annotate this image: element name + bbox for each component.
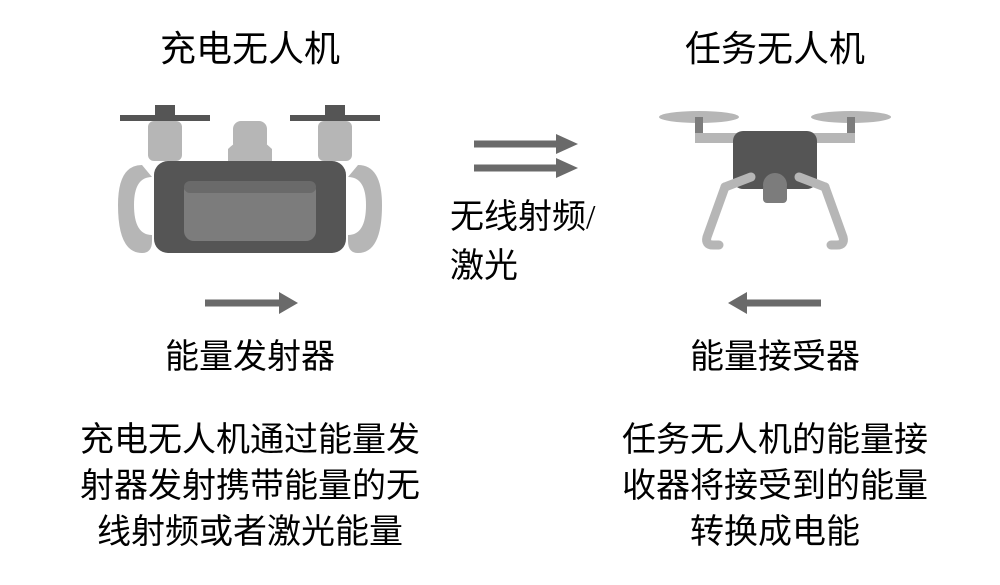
task-drone-icon	[655, 82, 895, 282]
left-desc-line2: 射器发射携带能量的无	[80, 464, 420, 510]
right-title: 任务无人机	[685, 20, 865, 72]
left-sub-label: 能量发射器	[165, 329, 335, 378]
right-sub-label: 能量接受器	[690, 329, 860, 378]
charging-drone-icon	[110, 82, 390, 282]
left-desc-line1: 充电无人机通过能量发	[80, 418, 420, 464]
left-title: 充电无人机	[160, 20, 340, 72]
right-desc-line3: 转换成电能	[622, 510, 928, 556]
left-desc-line3: 线射频或者激光能量	[80, 510, 420, 556]
middle-label: 无线射频/激光	[450, 189, 600, 287]
right-description: 任务无人机的能量接 收器将接受到的能量 转换成电能	[622, 418, 928, 556]
left-arrow-icon	[728, 290, 823, 321]
right-desc-line1: 任务无人机的能量接	[622, 418, 928, 464]
double-right-arrow-icon	[470, 130, 580, 185]
right-desc-line2: 收器将接受到的能量	[622, 464, 928, 510]
left-description: 充电无人机通过能量发 射器发射携带能量的无 线射频或者激光能量	[80, 418, 420, 556]
right-arrow-icon	[203, 290, 298, 321]
